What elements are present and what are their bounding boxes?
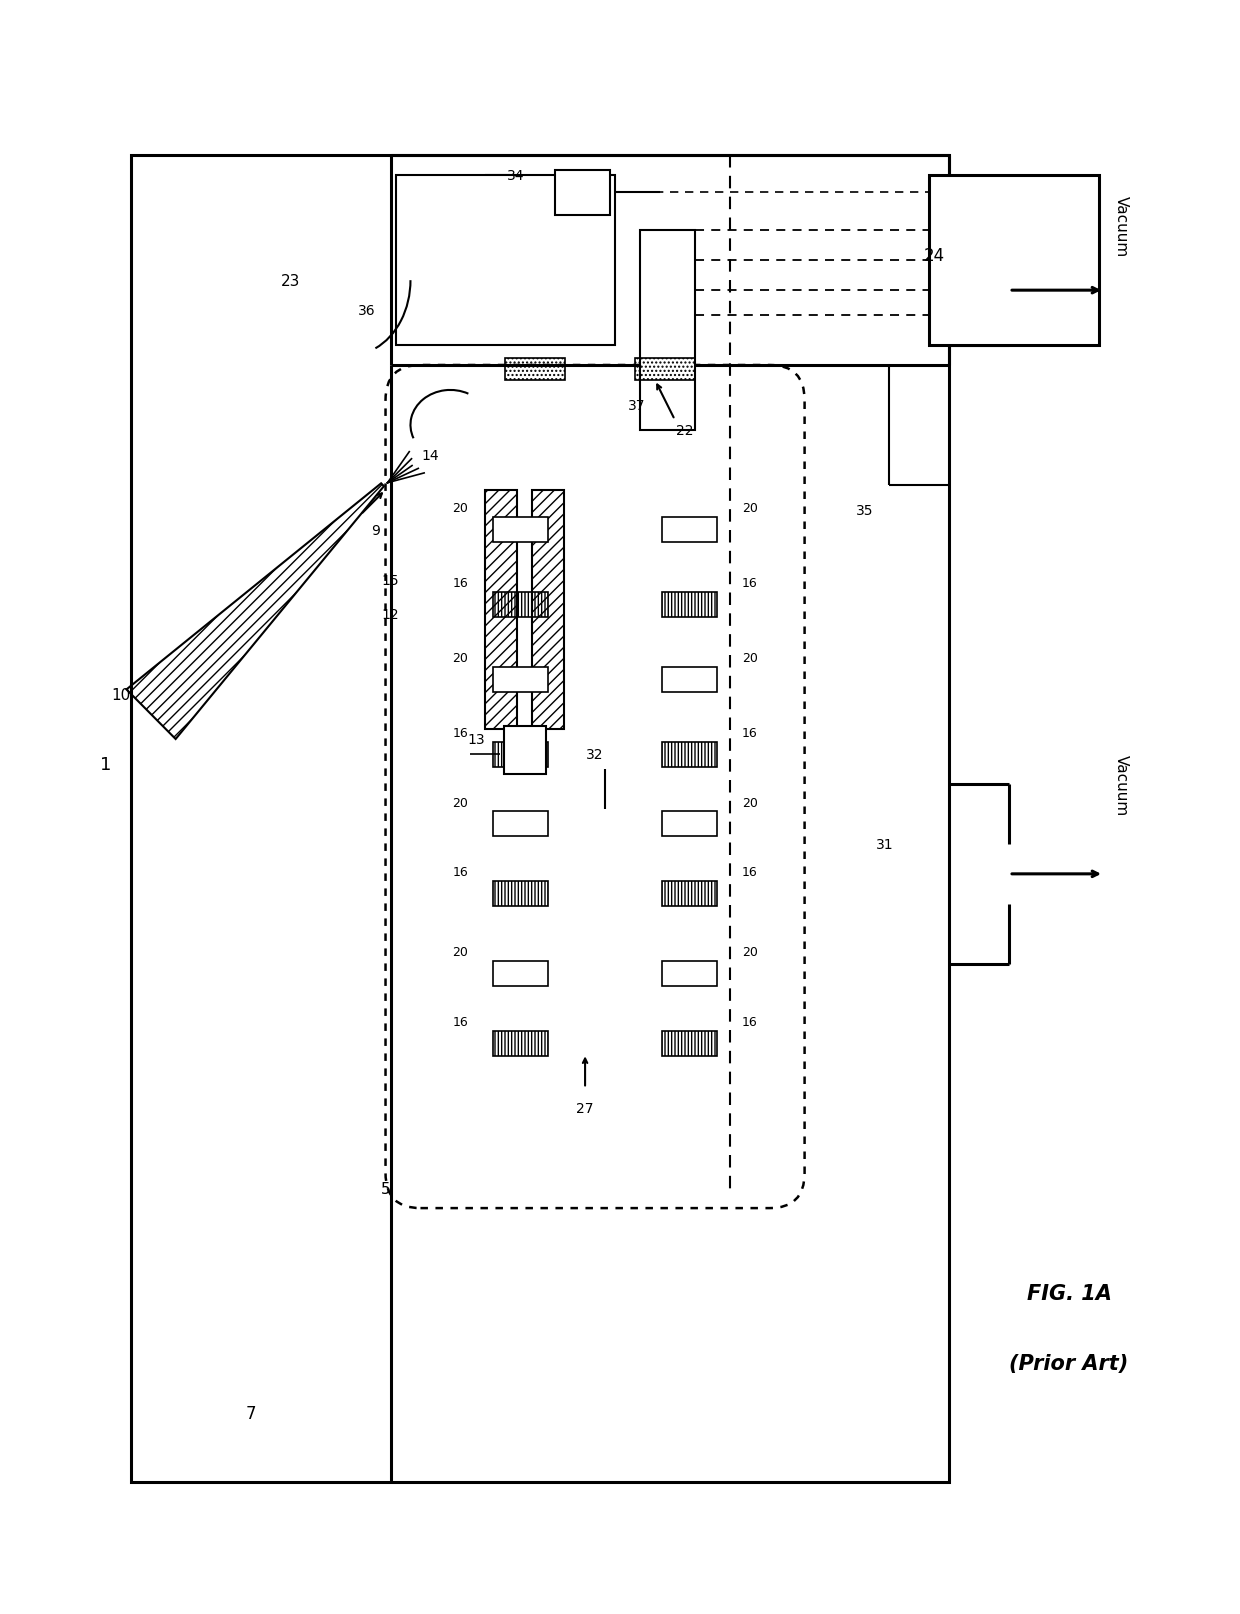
Bar — [640, 231, 694, 431]
Text: 22: 22 — [676, 423, 693, 437]
FancyBboxPatch shape — [386, 366, 805, 1209]
Bar — [556, 171, 610, 216]
Text: 16: 16 — [453, 865, 469, 878]
Text: 16: 16 — [742, 576, 758, 589]
Text: 35: 35 — [856, 504, 873, 518]
Text: 20: 20 — [453, 652, 469, 665]
Bar — [492, 962, 548, 986]
Text: 16: 16 — [453, 726, 469, 739]
Bar — [662, 881, 717, 907]
Text: 37: 37 — [627, 399, 645, 413]
Bar — [492, 812, 548, 838]
Text: 7: 7 — [246, 1404, 257, 1422]
Text: 20: 20 — [742, 652, 758, 665]
Text: 20: 20 — [453, 796, 469, 809]
Bar — [662, 518, 717, 542]
Text: 13: 13 — [467, 733, 485, 747]
Bar — [662, 742, 717, 767]
Bar — [396, 176, 615, 345]
Bar — [929, 176, 1099, 345]
Text: FIG. 1A: FIG. 1A — [1027, 1283, 1111, 1302]
Text: 16: 16 — [453, 1015, 469, 1028]
Text: 16: 16 — [453, 576, 469, 589]
Bar — [505, 358, 565, 381]
Text: 16: 16 — [742, 1015, 758, 1028]
Text: 20: 20 — [453, 502, 469, 515]
Text: 15: 15 — [382, 573, 399, 587]
Text: 31: 31 — [875, 838, 893, 852]
Text: 5: 5 — [381, 1181, 391, 1196]
Bar — [492, 592, 548, 618]
Bar — [505, 726, 546, 775]
Bar — [532, 491, 564, 730]
Text: 32: 32 — [587, 747, 604, 762]
Bar — [492, 881, 548, 907]
Text: 20: 20 — [742, 796, 758, 809]
Text: 36: 36 — [358, 303, 376, 318]
Text: (Prior Art): (Prior Art) — [1009, 1353, 1128, 1374]
Text: 1: 1 — [100, 755, 112, 773]
Text: 10: 10 — [112, 688, 130, 702]
Text: 9: 9 — [371, 523, 379, 537]
Text: 34: 34 — [506, 169, 525, 184]
Bar — [635, 358, 694, 381]
Bar — [662, 668, 717, 692]
Bar — [485, 491, 517, 730]
Bar — [662, 812, 717, 838]
Bar — [662, 1031, 717, 1056]
Text: 23: 23 — [281, 273, 300, 289]
Text: 20: 20 — [742, 946, 758, 959]
Text: 24: 24 — [924, 247, 945, 265]
Bar — [662, 592, 717, 618]
Bar — [492, 518, 548, 542]
Text: 20: 20 — [453, 946, 469, 959]
Bar — [492, 742, 548, 767]
Bar — [492, 1031, 548, 1056]
Bar — [131, 157, 950, 1483]
Text: 14: 14 — [422, 449, 439, 463]
Text: 12: 12 — [382, 608, 399, 621]
Bar — [492, 668, 548, 692]
Text: 27: 27 — [577, 1102, 594, 1115]
Text: Vacuum: Vacuum — [1114, 197, 1128, 258]
Text: Vacuum: Vacuum — [1114, 755, 1128, 815]
Text: 16: 16 — [742, 865, 758, 878]
Text: 16: 16 — [742, 726, 758, 739]
Text: 20: 20 — [742, 502, 758, 515]
Bar — [662, 962, 717, 986]
